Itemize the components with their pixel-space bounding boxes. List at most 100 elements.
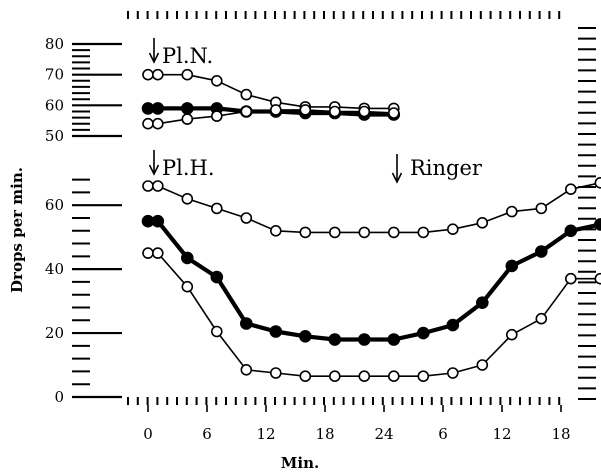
lower-series-3-point [211,325,223,338]
upper-series-2-point [151,102,165,115]
lower-series-3-point [299,370,312,383]
upper-series-3-point [269,104,282,116]
y-axis-title: Drops per min. [8,167,26,293]
upper-series-3-point [328,105,341,118]
lower-series-1-point [299,226,312,239]
lower-series-3-point [535,312,548,325]
upper-series-1-point [152,68,164,81]
lower-series-2-point [357,333,371,346]
upper-series-1-point [240,88,253,101]
lower-series-3-point [594,272,601,285]
upper-series-1-point [211,75,223,87]
x-tick-label: 18 [315,425,334,443]
lower-series-1-point [594,177,601,189]
upper-series-1-line [148,73,394,110]
upper-series-1-point [181,68,194,81]
lower-series-2-point [387,333,401,346]
upper-series-3-point [181,113,194,125]
x-tick-label: 12 [492,425,511,443]
lower-series-3-point [505,328,518,341]
x-axis: 0 6 12 18 24 6 12 18 [143,405,571,443]
lower-series-3-point [269,367,282,379]
x-tick-label: 0 [143,425,153,443]
lower-series-1-point [269,225,282,237]
lower-series-3-point [387,370,400,383]
lower-series-1-point [505,205,518,218]
lower-panel-series [141,177,601,383]
lower-series-2-point [298,329,312,343]
x-tick-label: 12 [256,425,275,443]
lower-series-3-point [142,247,154,259]
lower-y-tick-label: 20 [45,324,64,342]
lower-series-1-point [564,183,577,195]
lower-series-2-point [151,214,165,228]
upper-series-3-point [240,105,253,118]
x-tick-label: 18 [551,425,570,443]
lower-series-2-point [240,317,253,330]
upper-series-3-point [211,110,223,122]
lower-series-3-point [181,280,194,293]
lower-series-2-point [475,296,489,310]
upper-series-3-point [142,117,154,130]
lower-series-1-point [142,180,154,192]
frame-ticks [127,11,596,405]
upper-panel-series [141,68,401,130]
annotation-ringer: Ringer [410,156,483,180]
lower-series-3-point [417,370,430,383]
lower-series-1-point [387,226,400,239]
annotation-pl-h: Pl.H. [162,156,215,180]
x-tick-label: 24 [374,425,393,443]
upper-series-3-point [387,107,400,119]
lower-series-1-point [476,217,489,229]
lower-series-3-point [564,272,577,285]
lower-y-tick-label: 60 [45,196,64,214]
lower-series-2-point [594,218,601,231]
upper-y-axis: 50 60 70 80 [45,35,122,145]
lower-series-2-point [505,259,519,273]
upper-y-tick-label: 50 [45,127,64,145]
lower-series-1-point [417,226,430,239]
lower-series-2-point [534,245,548,258]
arrow-pl-n-icon [148,38,160,64]
upper-y-tick-label: 60 [45,96,64,114]
lower-series-2-point [446,318,460,332]
lower-series-2-point [269,325,283,338]
arrow-ringer-icon [391,154,403,184]
arrow-pl-h-icon [148,150,160,176]
lower-series-1-point [535,202,548,215]
upper-series-3-point [358,105,371,118]
upper-y-tick-label: 70 [45,66,64,84]
lower-series-1-point [328,226,341,239]
lower-series-3-point [328,370,341,383]
lower-series-3-point [476,359,489,371]
x-axis-title: Min. [281,454,319,472]
lower-series-3-point [446,367,459,379]
lower-series-1-point [358,226,371,239]
lower-series-2-point [328,333,342,346]
lower-series-3-point [240,363,253,376]
upper-series-3-point [299,104,312,116]
lower-series-1-point [181,193,194,205]
lower-series-1-point [446,223,459,235]
lower-y-axis: 0 20 40 60 [45,178,122,406]
lower-series-3-point [152,247,164,259]
upper-series-2-point [181,102,194,115]
x-tick-label: 6 [202,425,212,443]
lower-series-1-point [211,202,223,215]
upper-y-tick-label: 80 [45,35,64,53]
x-tick-label: 6 [438,425,448,443]
lower-series-2-point [564,224,578,238]
upper-series-3-line [148,109,394,125]
annotation-pl-n: Pl.N. [162,44,213,68]
lower-y-tick-label: 40 [45,260,64,278]
lower-series-2-point [181,251,194,265]
upper-series-3-point [152,117,164,130]
lower-series-1-point [152,180,164,192]
upper-series-1-point [142,68,154,81]
lower-series-2-point [416,326,430,340]
lower-series-2-point [210,270,224,284]
lower-series-3-point [358,370,371,383]
lower-series-1-point [240,212,253,224]
lower-y-tick-label: 0 [54,388,64,406]
